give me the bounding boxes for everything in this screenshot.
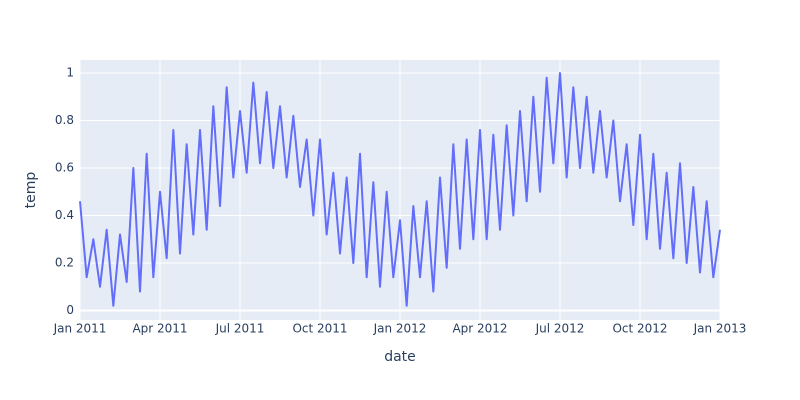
x-tick-label: Jan 2011 xyxy=(53,322,107,336)
y-tick-label: 0.2 xyxy=(55,256,74,270)
x-tick-label: Oct 2011 xyxy=(292,322,347,336)
y-tick-label: 0.8 xyxy=(55,113,74,127)
y-tick-label: 1 xyxy=(66,66,74,80)
x-tick-label: Jul 2011 xyxy=(215,322,265,336)
y-axis-title: temp xyxy=(23,172,39,209)
y-tick-label: 0.4 xyxy=(55,208,74,222)
x-axis-title: date xyxy=(384,349,416,365)
x-tick-label: Apr 2011 xyxy=(132,322,187,336)
x-tick-label: Jul 2012 xyxy=(535,322,585,336)
x-tick-label: Jan 2012 xyxy=(373,322,427,336)
data-line xyxy=(79,72,721,307)
x-tick-label: Oct 2012 xyxy=(612,322,667,336)
x-tick-label: Apr 2012 xyxy=(452,322,507,336)
y-tick-label: 0 xyxy=(66,303,74,317)
y-tick-label: 0.6 xyxy=(55,161,74,175)
x-tick-label: Jan 2013 xyxy=(693,322,747,336)
